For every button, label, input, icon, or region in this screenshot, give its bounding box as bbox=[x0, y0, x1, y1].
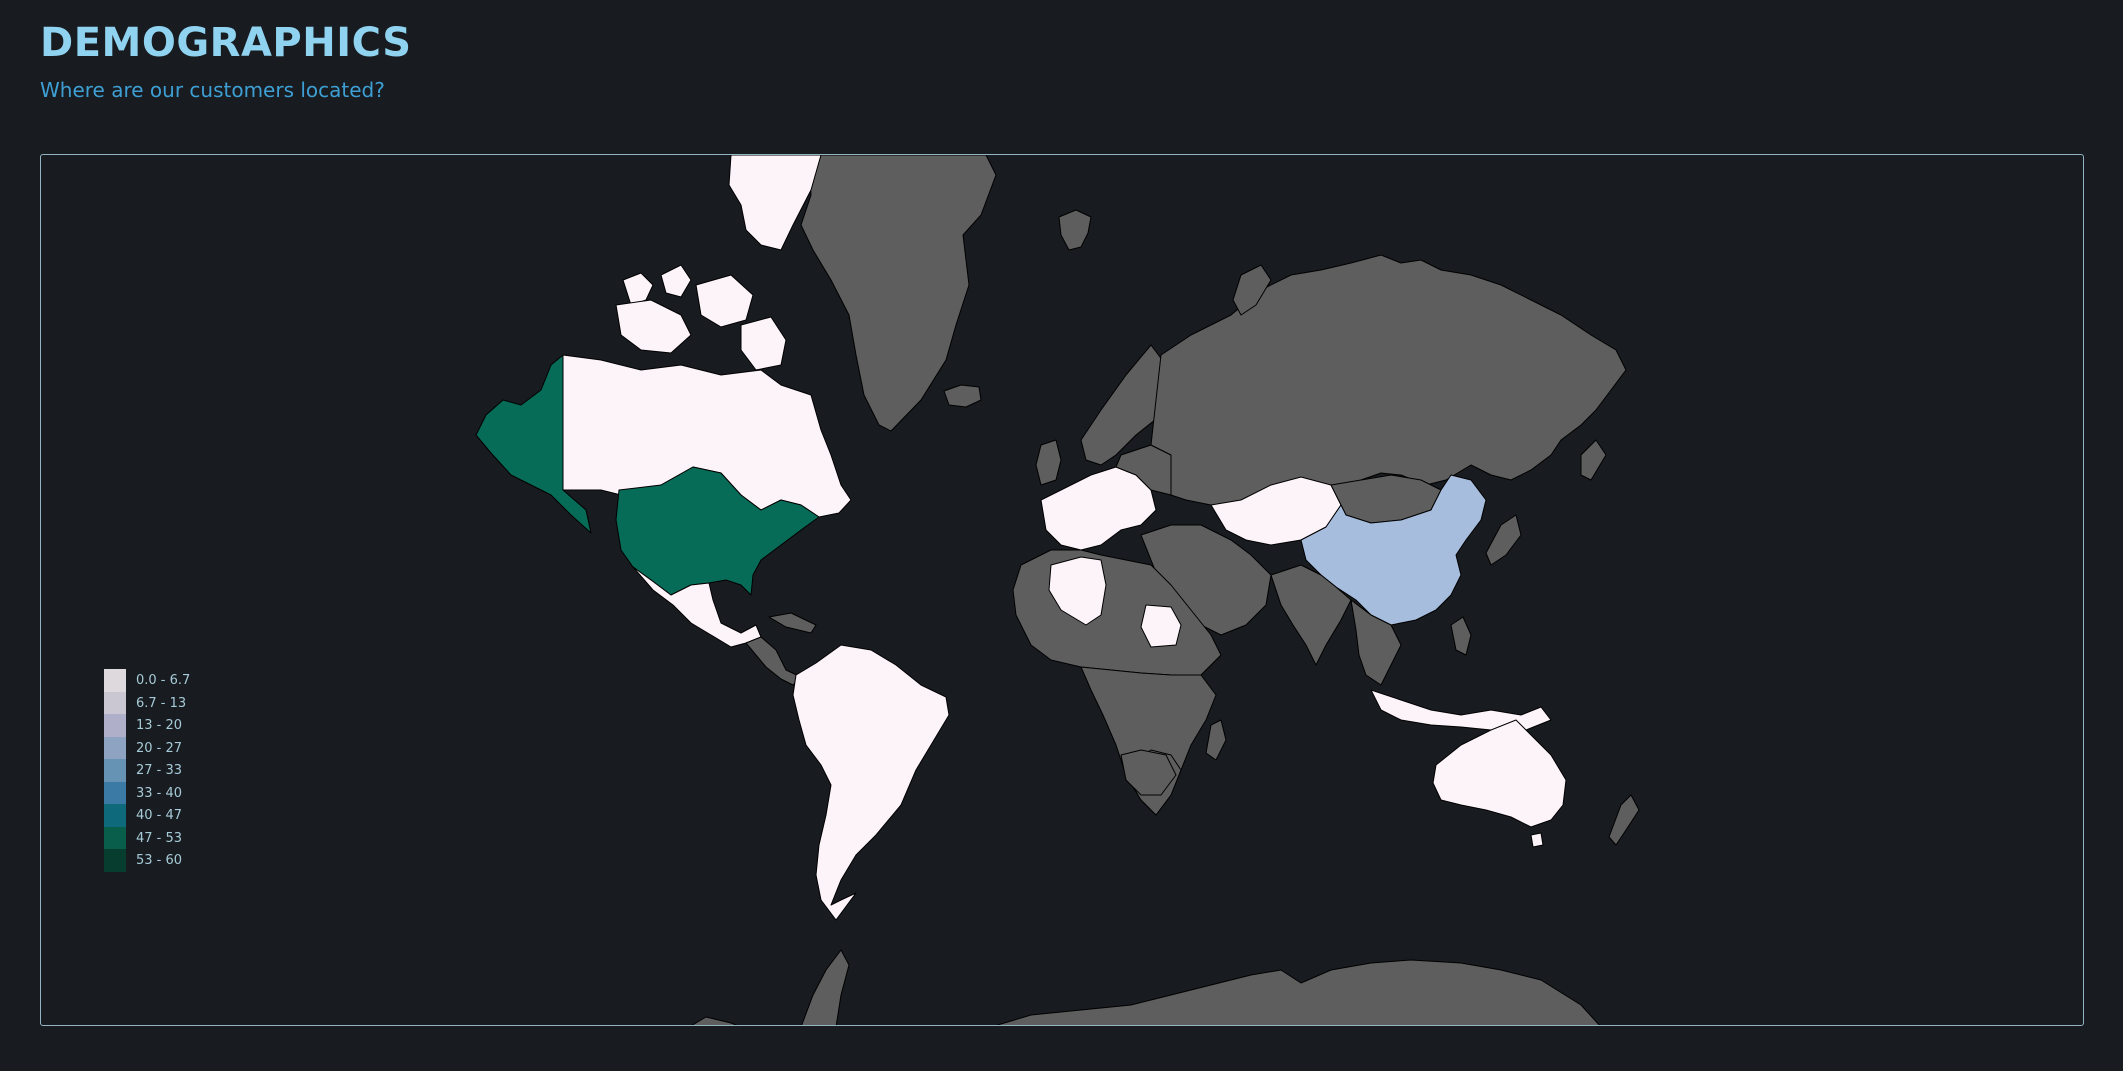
region-canada-arctic-2[interactable] bbox=[622, 272, 654, 306]
legend-label: 0.0 - 6.7 bbox=[136, 673, 191, 688]
region-russia[interactable] bbox=[1150, 254, 1627, 506]
region-canada-arctic-6[interactable] bbox=[740, 316, 787, 371]
region-uk[interactable] bbox=[1035, 439, 1062, 486]
region-canada-arctic-5[interactable] bbox=[615, 299, 692, 354]
region-novaya-zemlya[interactable] bbox=[1232, 264, 1272, 316]
region-antarctica[interactable] bbox=[991, 959, 1601, 1026]
region-cuba[interactable] bbox=[768, 612, 817, 634]
region-tasmania[interactable] bbox=[1530, 832, 1544, 848]
region-alaska[interactable] bbox=[475, 354, 592, 534]
map-panel: 0.0 - 6.7 6.7 - 13 13 - 20 20 - 27 27 - … bbox=[40, 154, 2084, 1026]
region-sudan[interactable] bbox=[1140, 604, 1182, 648]
region-kamchatka[interactable] bbox=[1580, 439, 1607, 481]
legend-label: 40 - 47 bbox=[136, 808, 183, 823]
region-greenland[interactable] bbox=[800, 155, 997, 432]
region-southeast-asia[interactable] bbox=[1350, 599, 1402, 686]
legend-label: 33 - 40 bbox=[136, 785, 183, 801]
legend-label: 47 - 53 bbox=[136, 830, 183, 846]
legend-swatch bbox=[104, 826, 126, 849]
region-mexico[interactable] bbox=[632, 566, 762, 648]
legend-swatch bbox=[104, 804, 126, 827]
legend-swatch bbox=[104, 669, 126, 692]
region-svalbard[interactable] bbox=[1058, 209, 1092, 251]
legend-swatch bbox=[104, 714, 126, 737]
region-indonesia[interactable] bbox=[1370, 689, 1552, 731]
legend-swatch bbox=[104, 781, 126, 804]
region-india[interactable] bbox=[1270, 564, 1352, 666]
region-south-america[interactable] bbox=[792, 644, 950, 921]
legend-swatch bbox=[104, 691, 126, 714]
legend-label: 20 - 27 bbox=[136, 740, 183, 756]
page-title: DEMOGRAPHICS bbox=[40, 20, 412, 66]
legend-label: 53 - 60 bbox=[136, 853, 183, 868]
region-central-america[interactable] bbox=[745, 636, 802, 686]
legend-swatch bbox=[104, 736, 126, 759]
region-south-africa[interactable] bbox=[1120, 749, 1177, 796]
page-subtitle: Where are our customers located? bbox=[40, 78, 385, 102]
region-madagascar[interactable] bbox=[1205, 719, 1227, 761]
legend-label: 13 - 20 bbox=[136, 718, 183, 733]
legend-swatch bbox=[104, 759, 126, 782]
world-map[interactable] bbox=[41, 155, 2084, 1026]
legend-swatch bbox=[104, 849, 126, 872]
region-antarctica-west[interactable] bbox=[689, 1016, 741, 1026]
region-canada-arctic-4[interactable] bbox=[695, 274, 754, 328]
region-china[interactable] bbox=[1300, 474, 1487, 626]
region-western-europe[interactable] bbox=[1040, 466, 1157, 551]
region-canada-arctic-3[interactable] bbox=[660, 264, 692, 298]
region-philippines[interactable] bbox=[1450, 616, 1472, 656]
legend-label: 27 - 33 bbox=[136, 763, 183, 778]
region-canada-arctic[interactable] bbox=[728, 155, 822, 251]
region-australia[interactable] bbox=[1432, 719, 1567, 828]
region-new-zealand[interactable] bbox=[1608, 794, 1640, 846]
region-algeria[interactable] bbox=[1048, 556, 1107, 626]
region-japan[interactable] bbox=[1485, 514, 1522, 566]
region-iceland[interactable] bbox=[943, 384, 982, 408]
region-antarctic-peninsula[interactable] bbox=[801, 949, 850, 1026]
legend-label: 6.7 - 13 bbox=[136, 695, 187, 711]
